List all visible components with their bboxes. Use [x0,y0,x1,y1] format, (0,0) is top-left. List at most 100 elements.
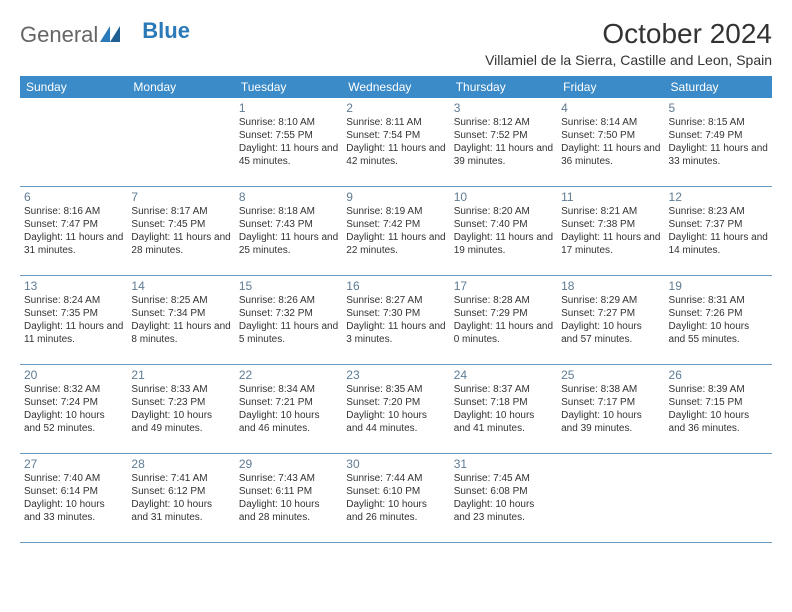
day-number: 8 [239,190,338,205]
daylight-line: Daylight: 11 hours and 17 minutes. [561,232,660,258]
sunset-line: Sunset: 7:38 PM [561,219,660,232]
calendar-day: 7Sunrise: 8:17 AMSunset: 7:45 PMDaylight… [127,187,234,275]
calendar-day: 26Sunrise: 8:39 AMSunset: 7:15 PMDayligh… [665,365,772,453]
day-number: 22 [239,368,338,383]
sunset-line: Sunset: 7:40 PM [454,219,553,232]
sunrise-line: Sunrise: 8:15 AM [669,117,768,130]
sunrise-line: Sunrise: 8:28 AM [454,295,553,308]
dayhead-fri: Friday [557,76,664,98]
sunrise-line: Sunrise: 8:33 AM [131,384,230,397]
calendar-day: 1Sunrise: 8:10 AMSunset: 7:55 PMDaylight… [235,98,342,186]
day-number: 4 [561,101,660,116]
calendar-day: 15Sunrise: 8:26 AMSunset: 7:32 PMDayligh… [235,276,342,364]
daylight-line: Daylight: 11 hours and 45 minutes. [239,143,338,169]
sunset-line: Sunset: 7:26 PM [669,308,768,321]
day-number: 24 [454,368,553,383]
daylight-line: Daylight: 11 hours and 42 minutes. [346,143,445,169]
sunset-line: Sunset: 7:49 PM [669,130,768,143]
calendar-day: 20Sunrise: 8:32 AMSunset: 7:24 PMDayligh… [20,365,127,453]
calendar-day: 12Sunrise: 8:23 AMSunset: 7:37 PMDayligh… [665,187,772,275]
sunset-line: Sunset: 7:17 PM [561,397,660,410]
calendar-day: 4Sunrise: 8:14 AMSunset: 7:50 PMDaylight… [557,98,664,186]
daylight-line: Daylight: 10 hours and 33 minutes. [24,499,123,525]
sunrise-line: Sunrise: 8:29 AM [561,295,660,308]
calendar-day: 23Sunrise: 8:35 AMSunset: 7:20 PMDayligh… [342,365,449,453]
sunrise-line: Sunrise: 7:45 AM [454,473,553,486]
calendar-week: 13Sunrise: 8:24 AMSunset: 7:35 PMDayligh… [20,276,772,365]
sunrise-line: Sunrise: 8:25 AM [131,295,230,308]
daylight-line: Daylight: 10 hours and 31 minutes. [131,499,230,525]
calendar-day: 3Sunrise: 8:12 AMSunset: 7:52 PMDaylight… [450,98,557,186]
calendar-day: 8Sunrise: 8:18 AMSunset: 7:43 PMDaylight… [235,187,342,275]
sunrise-line: Sunrise: 8:18 AM [239,206,338,219]
sunset-line: Sunset: 7:47 PM [24,219,123,232]
calendar-week: 6Sunrise: 8:16 AMSunset: 7:47 PMDaylight… [20,187,772,276]
calendar-week: 1Sunrise: 8:10 AMSunset: 7:55 PMDaylight… [20,98,772,187]
day-number: 16 [346,279,445,294]
location: Villamiel de la Sierra, Castille and Leo… [485,52,772,68]
daylight-line: Daylight: 11 hours and 25 minutes. [239,232,338,258]
sunrise-line: Sunrise: 7:40 AM [24,473,123,486]
sunrise-line: Sunrise: 8:24 AM [24,295,123,308]
day-number: 7 [131,190,230,205]
sunset-line: Sunset: 7:15 PM [669,397,768,410]
daylight-line: Daylight: 10 hours and 49 minutes. [131,410,230,436]
day-number: 21 [131,368,230,383]
sunrise-line: Sunrise: 8:19 AM [346,206,445,219]
brand-part2: Blue [142,18,190,44]
calendar-day: 28Sunrise: 7:41 AMSunset: 6:12 PMDayligh… [127,454,234,542]
sunset-line: Sunset: 7:21 PM [239,397,338,410]
dayhead-thu: Thursday [450,76,557,98]
calendar-day: 22Sunrise: 8:34 AMSunset: 7:21 PMDayligh… [235,365,342,453]
calendar-day: 25Sunrise: 8:38 AMSunset: 7:17 PMDayligh… [557,365,664,453]
calendar-day-blank [557,454,664,542]
sunrise-line: Sunrise: 8:27 AM [346,295,445,308]
calendar-day: 17Sunrise: 8:28 AMSunset: 7:29 PMDayligh… [450,276,557,364]
calendar-day: 5Sunrise: 8:15 AMSunset: 7:49 PMDaylight… [665,98,772,186]
calendar-week: 27Sunrise: 7:40 AMSunset: 6:14 PMDayligh… [20,454,772,543]
sunrise-line: Sunrise: 8:21 AM [561,206,660,219]
sunrise-line: Sunrise: 7:41 AM [131,473,230,486]
day-number: 20 [24,368,123,383]
daylight-line: Daylight: 11 hours and 14 minutes. [669,232,768,258]
sunrise-line: Sunrise: 8:26 AM [239,295,338,308]
day-number: 23 [346,368,445,383]
daylight-line: Daylight: 11 hours and 33 minutes. [669,143,768,169]
sunset-line: Sunset: 7:34 PM [131,308,230,321]
day-number: 17 [454,279,553,294]
sunset-line: Sunset: 6:14 PM [24,486,123,499]
calendar-day-blank [127,98,234,186]
day-number: 11 [561,190,660,205]
daylight-line: Daylight: 11 hours and 3 minutes. [346,321,445,347]
daylight-line: Daylight: 10 hours and 44 minutes. [346,410,445,436]
sunset-line: Sunset: 7:50 PM [561,130,660,143]
sunset-line: Sunset: 6:08 PM [454,486,553,499]
calendar-day: 9Sunrise: 8:19 AMSunset: 7:42 PMDaylight… [342,187,449,275]
daylight-line: Daylight: 11 hours and 5 minutes. [239,321,338,347]
dayhead-tue: Tuesday [235,76,342,98]
sunrise-line: Sunrise: 8:31 AM [669,295,768,308]
day-number: 3 [454,101,553,116]
daylight-line: Daylight: 10 hours and 23 minutes. [454,499,553,525]
sunset-line: Sunset: 7:35 PM [24,308,123,321]
calendar-day: 2Sunrise: 8:11 AMSunset: 7:54 PMDaylight… [342,98,449,186]
sunrise-line: Sunrise: 8:14 AM [561,117,660,130]
day-number: 9 [346,190,445,205]
brand-logo: General Blue [20,18,190,48]
daylight-line: Daylight: 11 hours and 36 minutes. [561,143,660,169]
brand-part1: General [20,22,98,48]
title-block: October 2024 Villamiel de la Sierra, Cas… [485,18,772,68]
daylight-line: Daylight: 10 hours and 36 minutes. [669,410,768,436]
calendar-day: 14Sunrise: 8:25 AMSunset: 7:34 PMDayligh… [127,276,234,364]
day-number: 12 [669,190,768,205]
sunset-line: Sunset: 7:23 PM [131,397,230,410]
daylight-line: Daylight: 10 hours and 46 minutes. [239,410,338,436]
day-number: 27 [24,457,123,472]
sunset-line: Sunset: 6:11 PM [239,486,338,499]
sunset-line: Sunset: 7:55 PM [239,130,338,143]
day-number: 5 [669,101,768,116]
daylight-line: Daylight: 11 hours and 22 minutes. [346,232,445,258]
sunrise-line: Sunrise: 8:35 AM [346,384,445,397]
sunrise-line: Sunrise: 8:12 AM [454,117,553,130]
sunrise-line: Sunrise: 8:32 AM [24,384,123,397]
